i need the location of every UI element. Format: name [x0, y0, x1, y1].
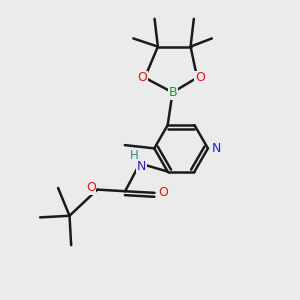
Text: O: O [137, 71, 147, 84]
Text: H: H [130, 149, 138, 162]
Text: O: O [86, 182, 96, 194]
Text: N: N [137, 160, 146, 172]
Text: O: O [195, 71, 205, 84]
Text: B: B [168, 86, 177, 99]
Text: O: O [158, 186, 168, 200]
Text: N: N [212, 142, 221, 155]
